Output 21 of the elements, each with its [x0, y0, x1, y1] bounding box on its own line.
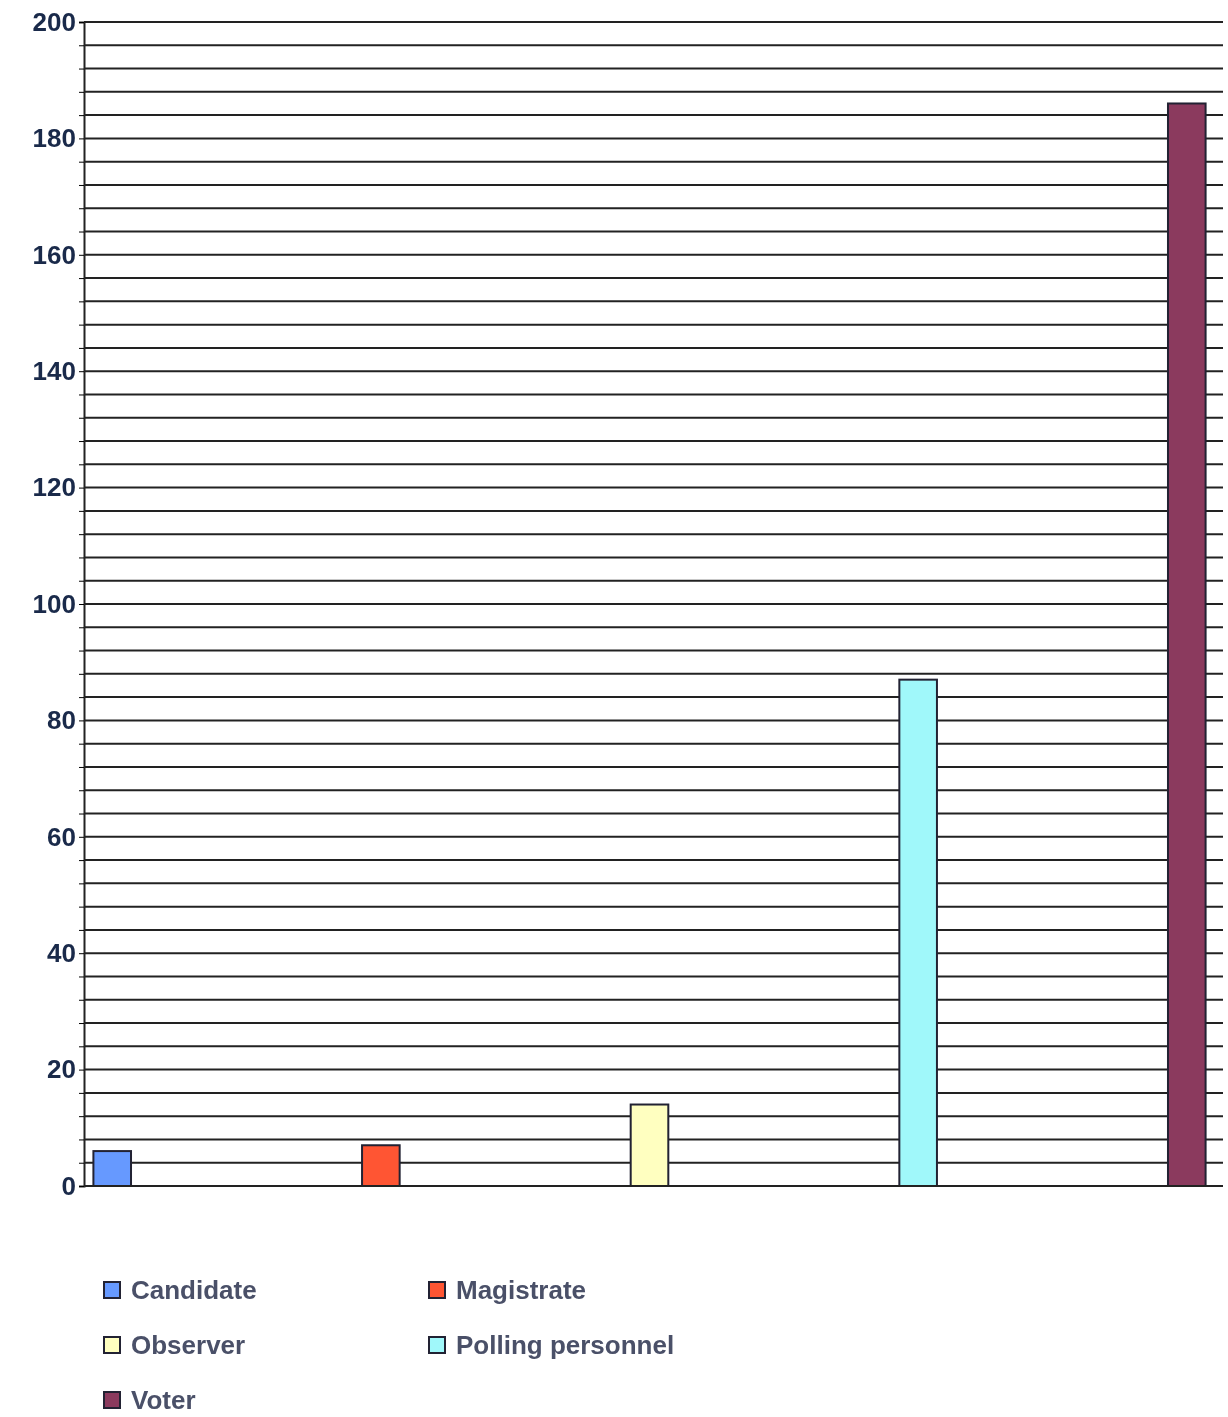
bar [898, 678, 938, 1187]
bar [361, 1144, 401, 1187]
y-tick-label: 140 [32, 356, 76, 387]
legend-label: Candidate [131, 1275, 257, 1305]
bar [92, 1150, 133, 1187]
y-tick-label: 120 [32, 472, 76, 503]
y-tick-label: 40 [47, 938, 76, 969]
y-tick-label: 180 [32, 123, 76, 154]
legend-label: Observer [131, 1330, 246, 1360]
y-tick-label: 80 [47, 705, 76, 736]
legend-label: Magistrate [456, 1275, 587, 1305]
legend-label: Voter [131, 1385, 196, 1415]
y-tick-label: 160 [32, 239, 76, 270]
y-tick-label: 100 [32, 588, 76, 619]
legend-label: Polling personnel [456, 1330, 675, 1360]
y-tick-label: 20 [47, 1054, 76, 1085]
y-tick-label: 60 [47, 821, 76, 852]
bar [1166, 102, 1207, 1187]
y-tick-label: 0 [61, 1170, 76, 1201]
y-tick-label: 200 [32, 6, 76, 37]
bar [629, 1103, 670, 1187]
